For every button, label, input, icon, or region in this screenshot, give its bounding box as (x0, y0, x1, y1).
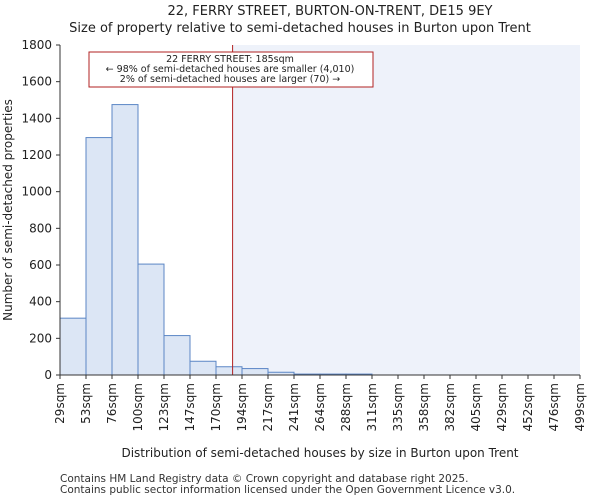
x-tick-label: 429sqm (495, 383, 509, 431)
footer-line-2: Contains public sector information licen… (60, 484, 516, 496)
annotation-line-1: 22 FERRY STREET: 185sqm (166, 54, 294, 65)
bar-194sqm (241, 368, 269, 376)
y-tick-label: 1200 (21, 148, 52, 162)
footer-line-1: Contains HM Land Registry data © Crown c… (60, 473, 469, 485)
bars-group (59, 104, 373, 376)
x-tick-label: 452sqm (521, 383, 535, 431)
x-tick-label: 264sqm (313, 383, 327, 431)
bar-147sqm (189, 360, 217, 376)
y-tick-labels: 0 200 400 600 800 1000 1200 1400 1600 1800 (21, 38, 52, 382)
x-tick-label: 194sqm (235, 383, 249, 431)
x-tick-label: 76sqm (105, 383, 119, 424)
annotation-box: 22 FERRY STREET: 185sqm ← 98% of semi-de… (88, 51, 374, 88)
annotation-line-3: 2% of semi-detached houses are larger (7… (120, 74, 340, 85)
x-tick-label: 358sqm (417, 383, 431, 431)
x-tick-label: 311sqm (365, 383, 379, 431)
x-tick-label: 241sqm (287, 383, 301, 431)
annotation-frame (88, 51, 374, 88)
x-tick-label: 476sqm (547, 383, 561, 431)
x-tick-label: 53sqm (79, 383, 93, 424)
y-tick-label: 800 (29, 221, 52, 235)
y-tick-label: 200 (29, 331, 52, 345)
x-tick-label: 170sqm (209, 383, 223, 431)
x-tick-labels: 29sqm 53sqm 76sqm 100sqm 123sqm 147sqm 170sqm 1… (53, 383, 587, 431)
bar-53sqm (85, 137, 113, 376)
chart-title: 22, FERRY STREET, BURTON-ON-TRENT, DE15 … (167, 4, 492, 19)
y-tick-label: 600 (29, 258, 52, 272)
x-axis-label: Distribution of semi-detached houses by … (121, 446, 518, 460)
bar-76sqm (111, 104, 139, 376)
annotation-line-2: ← 98% of semi-detached houses are smalle… (106, 64, 355, 75)
x-tick-label: 288sqm (339, 383, 353, 431)
chart-subtitle: Size of property relative to semi-detach… (69, 21, 531, 36)
x-tick-label: 382sqm (443, 383, 457, 431)
x-tick-label: 335sqm (391, 383, 405, 431)
y-tick-label: 400 (29, 295, 52, 309)
x-tick-label: 499sqm (573, 383, 587, 431)
x-tick-label: 100sqm (131, 383, 145, 431)
y-tick-label: 0 (44, 368, 52, 382)
bar-170sqm (215, 366, 243, 376)
larger-region-highlight (232, 45, 580, 375)
x-tick-label: 405sqm (469, 383, 483, 431)
axes (56, 44, 581, 379)
x-tick-label: 123sqm (157, 383, 171, 431)
x-tick-label: 217sqm (261, 383, 275, 431)
y-tick-label: 1800 (21, 38, 52, 52)
y-tick-label: 1400 (21, 111, 52, 125)
x-tick-label: 29sqm (53, 383, 67, 424)
bar-29sqm (59, 317, 87, 376)
y-tick-label: 1000 (21, 185, 52, 199)
bar-123sqm (163, 335, 191, 376)
y-axis-label: Number of semi-detached properties (1, 99, 15, 321)
y-tick-label: 1600 (21, 75, 52, 89)
bar-100sqm (137, 263, 165, 376)
x-tick-label: 147sqm (183, 383, 197, 431)
